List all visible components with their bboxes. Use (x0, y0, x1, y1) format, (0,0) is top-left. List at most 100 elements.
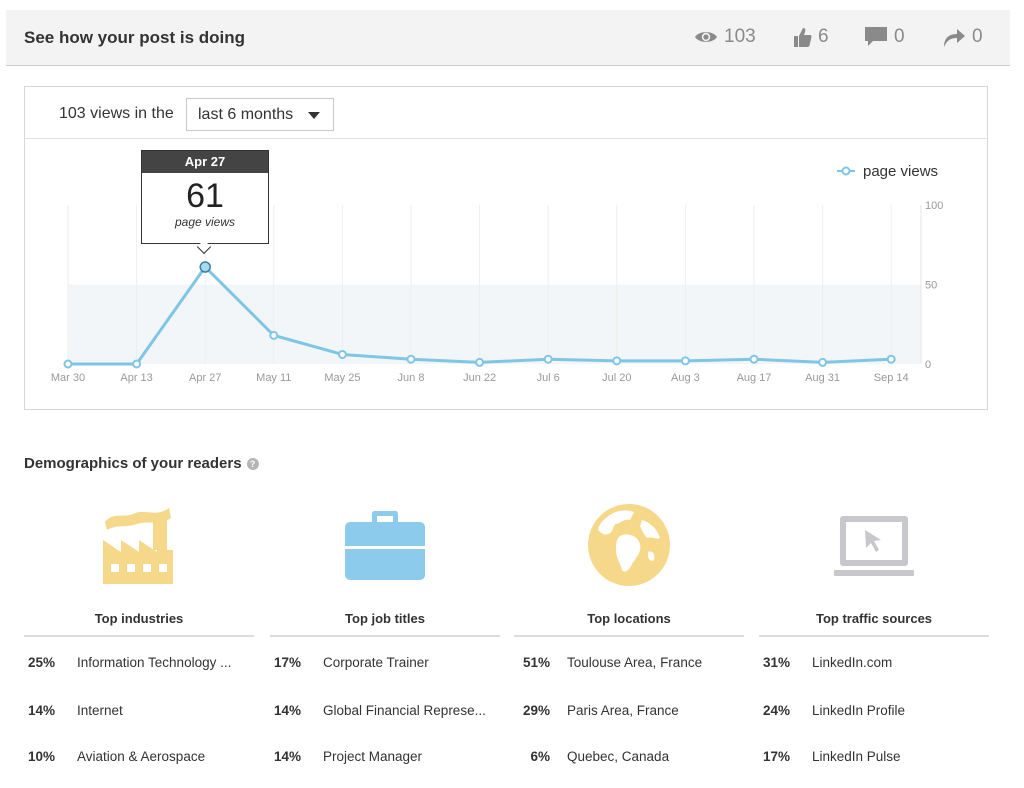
x-tick-label: Jul 20 (602, 372, 631, 384)
demographics-title-text: Demographics of your readers (24, 455, 242, 472)
eye-icon (695, 32, 717, 42)
top-industries-column: Top industries 25% Information Technolog… (24, 500, 254, 788)
views-count: 103 (724, 26, 756, 47)
thumbs-up-icon (794, 28, 812, 47)
top-traffic-sources-column: Top traffic sources 31% LinkedIn.com 24%… (759, 500, 989, 788)
share-arrow-icon (944, 29, 965, 47)
x-tick-label: Aug 31 (805, 372, 840, 384)
top-job-titles-column: Top job titles 17% Corporate Trainer 14%… (270, 500, 500, 788)
data-point (543, 354, 553, 364)
data-point (337, 349, 347, 359)
data-point (406, 354, 416, 364)
column-heading: Top traffic sources (815, 611, 933, 626)
list-item[interactable]: 24% LinkedIn Profile (759, 703, 989, 723)
tooltip-date: Apr 27 (142, 151, 268, 173)
demographics-title: Demographics of your readers ? (24, 455, 259, 472)
x-tick-label: Apr 27 (189, 372, 221, 384)
data-point (749, 354, 759, 364)
time-range-value: last 6 months (198, 105, 294, 123)
laptop-icon (834, 516, 914, 576)
list-item[interactable]: 51% Toulouse Area, France (514, 655, 744, 675)
time-range-dropdown[interactable]: last 6 months (186, 98, 334, 131)
item-label: Quebec, Canada (567, 749, 670, 764)
x-tick-label: Jun 8 (398, 372, 425, 384)
x-tick-label: May 25 (324, 372, 360, 384)
x-tick-label: Aug 17 (737, 372, 772, 384)
likes-count: 6 (818, 26, 829, 47)
x-tick-label: Mar 30 (51, 372, 85, 384)
item-label: LinkedIn Pulse (812, 749, 901, 764)
page-title: See how your post is doing (24, 28, 246, 47)
list-item[interactable]: 10% Aviation & Aerospace (24, 749, 254, 769)
list-item[interactable]: 29% Paris Area, France (514, 703, 744, 723)
comment-icon (865, 27, 887, 46)
list-item[interactable]: 6% Quebec, Canada (514, 749, 744, 769)
divider (24, 635, 254, 637)
item-label: Paris Area, France (567, 703, 679, 718)
y-tick-label: 0 (925, 359, 931, 371)
data-point (269, 330, 279, 340)
post-stats-header: See how your post is doing 103 6 0 0 (6, 10, 1010, 66)
list-item[interactable]: 17% LinkedIn Pulse (759, 749, 989, 769)
data-point (612, 356, 622, 366)
tooltip-value: 61 (186, 177, 224, 215)
percentage: 29% (522, 703, 550, 718)
data-point (886, 354, 896, 364)
likes-stat[interactable]: 6 (792, 24, 829, 50)
data-point (818, 357, 828, 367)
percentage: 17% (763, 749, 791, 764)
list-item[interactable]: 14% Global Financial Represe... (270, 703, 500, 723)
x-tick-label: Jun 22 (463, 372, 496, 384)
help-icon[interactable]: ? (246, 457, 259, 470)
views-stat[interactable]: 103 (694, 24, 756, 50)
tooltip-unit: page views (174, 215, 236, 229)
list-item[interactable]: 14% Internet (24, 703, 254, 723)
percentage: 17% (274, 655, 302, 670)
comments-stat[interactable]: 0 (864, 24, 905, 50)
y-tick-label: 50 (925, 280, 937, 292)
x-tick-label: Sep 14 (874, 372, 909, 384)
percentage: 14% (28, 703, 56, 718)
divider (514, 635, 744, 637)
range-bar: 103 views in the last 6 months (25, 87, 987, 139)
divider (759, 635, 989, 637)
list-item[interactable]: 25% Information Technology ... (24, 655, 254, 675)
data-point (680, 356, 690, 366)
item-label: Project Manager (323, 749, 423, 764)
item-label: Information Technology ... (77, 655, 232, 670)
column-heading: Top locations (587, 611, 671, 626)
x-tick-label: Jul 6 (537, 372, 560, 384)
column-heading: Top job titles (345, 611, 425, 626)
list-item[interactable]: 17% Corporate Trainer (270, 655, 500, 675)
percentage: 14% (274, 703, 302, 718)
item-label: Global Financial Represe... (323, 703, 486, 718)
chevron-down-icon (308, 112, 320, 119)
percentage: 14% (274, 749, 302, 764)
page-views-chart: 100 50 0 Mar 30 Apr 13 Apr 27 May 11 May 25 Jun … (51, 163, 943, 384)
x-tick-label: Aug 3 (671, 372, 700, 384)
item-label: Internet (77, 703, 123, 718)
x-tick-label: Apr 13 (120, 372, 152, 384)
item-label: Toulouse Area, France (567, 655, 703, 670)
x-tick-label: May 11 (256, 372, 291, 384)
shares-stat[interactable]: 0 (942, 24, 983, 50)
chart-tooltip: Apr 27 61 page views (141, 150, 269, 255)
top-locations-column: Top locations 51% Toulouse Area, France … (514, 500, 744, 788)
list-item[interactable]: 31% LinkedIn.com (759, 655, 989, 675)
y-tick-label: 100 (925, 200, 943, 212)
percentage: 51% (522, 655, 550, 670)
percentage: 6% (530, 749, 550, 764)
data-point (199, 261, 211, 273)
shares-count: 0 (972, 26, 983, 47)
percentage: 24% (763, 703, 791, 718)
item-label: Aviation & Aerospace (77, 749, 206, 764)
item-label: Corporate Trainer (323, 655, 429, 670)
legend-marker (841, 166, 851, 176)
column-heading: Top industries (94, 611, 184, 626)
chart-band (68, 284, 921, 364)
briefcase-icon (345, 511, 425, 580)
percentage: 31% (763, 655, 791, 670)
factory-icon (103, 508, 173, 584)
item-label: LinkedIn.com (812, 655, 893, 670)
list-item[interactable]: 14% Project Manager (270, 749, 500, 769)
